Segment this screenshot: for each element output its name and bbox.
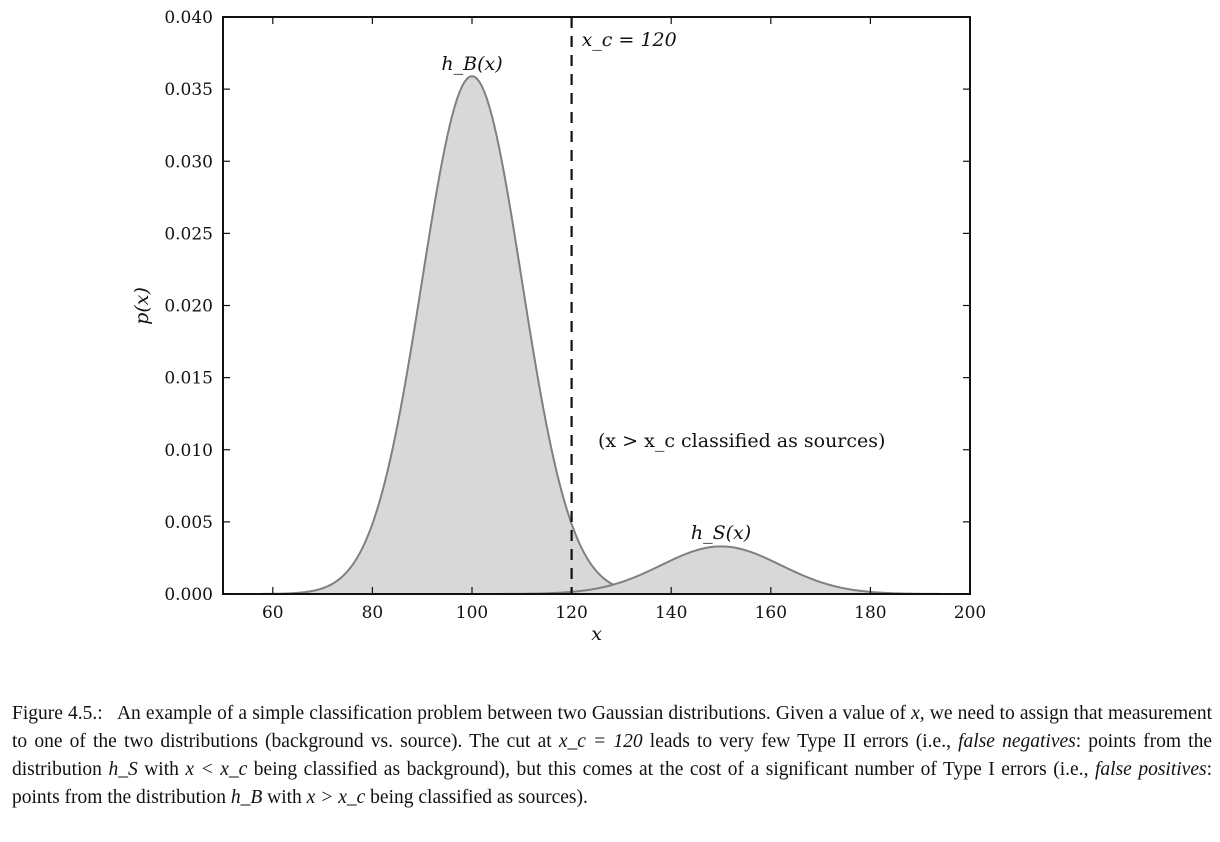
caption-text-1: An example of a simple classification pr…: [116, 703, 912, 724]
y-axis-label: p(x): [131, 287, 153, 325]
caption-x-gt-xc: x > x_c: [306, 787, 366, 808]
caption-xc-expr: x_c = 120: [558, 731, 643, 752]
cut-label: x_c = 120: [582, 29, 677, 51]
caption-text-4: : points from the distribution: [12, 731, 1213, 780]
series-label-hs: h_S(x): [691, 522, 751, 544]
caption-hb: h_B: [230, 787, 263, 808]
y-tick-label: 0.030: [164, 152, 213, 172]
y-tick-label: 0.025: [164, 224, 213, 244]
x-tick-label: 140: [655, 603, 687, 623]
caption-x: x: [911, 703, 920, 724]
x-tick-label: 80: [362, 603, 384, 623]
series-area-hb: [223, 76, 970, 594]
axis-ticks: 60 80 100 120 140 160 180 200 0.000 0.005 0.010 0.0…: [164, 8, 986, 623]
plot-border: [222, 16, 971, 595]
x-tick-label: 200: [954, 603, 986, 623]
caption-text-9: being classified as sources).: [365, 787, 588, 808]
plot-frame: [222, 16, 971, 595]
y-tick-label: 0.040: [164, 8, 213, 28]
x-axis-label: x: [591, 623, 602, 645]
caption-text-8: with: [262, 787, 307, 808]
series-area-hs: [223, 546, 970, 594]
caption-text-2: , we need to assign that measurement to …: [12, 703, 1212, 752]
caption-text-7: : points from the distribution: [12, 759, 1212, 808]
x-tick-label: 60: [262, 603, 284, 623]
caption-text-3: leads to very few Type II errors (i.e.,: [642, 731, 959, 752]
caption-hs: h_S: [108, 759, 138, 780]
y-tick-label: 0.035: [164, 80, 213, 100]
caption-x-lt-xc: x < x_c: [185, 759, 248, 780]
x-tick-label: 180: [854, 603, 886, 623]
figure-caption: Figure 4.5.: An example of a simple clas…: [12, 700, 1212, 812]
series-line-hb: [223, 75, 970, 595]
y-tick-label: 0.015: [164, 369, 213, 389]
chart-labels: x p(x) h_B(x) h_S(x) x_c = 120 (x > x_c class…: [131, 29, 885, 645]
figure-chart: 60 80 100 120 140 160 180 200 0.000 0.005 0.010 0.0…: [131, 8, 986, 645]
figure-label: Figure 4.5.:: [12, 703, 103, 724]
x-tick-label: 120: [555, 603, 587, 623]
y-tick-label: 0.000: [164, 585, 213, 605]
caption-text-5: with: [137, 759, 186, 780]
y-tick-label: 0.020: [164, 297, 213, 317]
x-tick-label: 100: [456, 603, 488, 623]
x-tick-label: 160: [755, 603, 787, 623]
caption-false-positives: false positives: [1094, 759, 1207, 780]
series-label-hb: h_B(x): [441, 53, 502, 75]
caption-text-6: being classified as background), but thi…: [247, 759, 1095, 780]
region-annotation: (x > x_c classified as sources): [598, 430, 885, 452]
caption-false-negatives: false negatives: [958, 731, 1076, 752]
y-tick-label: 0.005: [164, 513, 213, 533]
distribution-areas: [223, 75, 970, 595]
y-tick-label: 0.010: [164, 441, 213, 461]
